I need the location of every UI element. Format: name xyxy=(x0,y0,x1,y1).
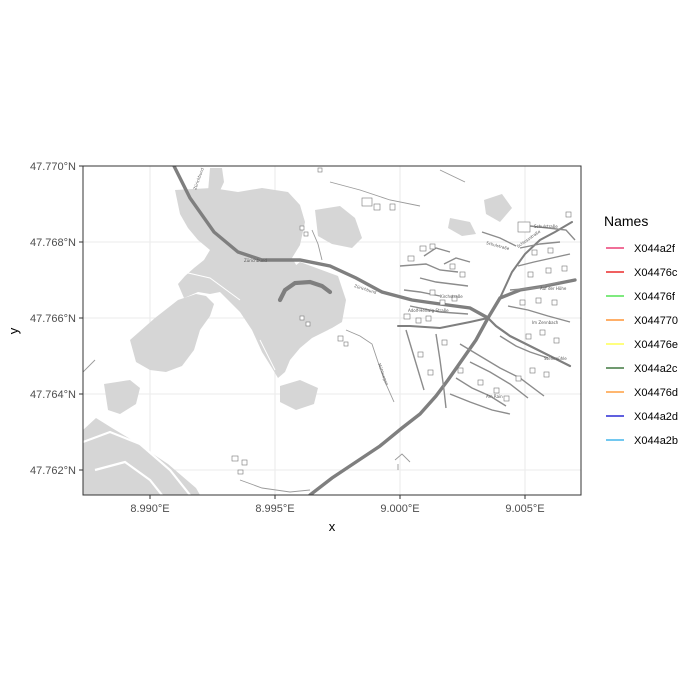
legend-label: X044a2c xyxy=(634,363,678,375)
legend-item: X044a2b xyxy=(606,435,678,447)
svg-text:Adolf-Hellwig-Straße: Adolf-Hellwig-Straße xyxy=(408,308,449,313)
legend-item: X04476f xyxy=(606,291,676,303)
svg-text:Im Zennbach: Im Zennbach xyxy=(532,320,559,325)
legend-item: X044a2f xyxy=(606,243,676,255)
main-roads xyxy=(172,166,577,495)
y-tick-label: 47.768°N xyxy=(30,237,76,249)
x-axis-title: x xyxy=(329,519,336,534)
legend-label: X044a2f xyxy=(634,243,676,255)
svg-text:Zürichbund: Zürichbund xyxy=(244,258,267,263)
panel-border xyxy=(82,165,582,496)
legend-item: X044770 xyxy=(606,315,678,327)
legend-item: X04476d xyxy=(606,387,678,399)
legend-item: X044a2d xyxy=(606,411,678,423)
legend: Names X044a2f X04476c X04476f X044770 X04476… xyxy=(604,213,678,447)
legend-label: X04476d xyxy=(634,387,678,399)
svg-text:Kirchstraße: Kirchstraße xyxy=(440,294,463,299)
legend-item: X04476c xyxy=(606,267,678,279)
x-tick-label: 8.990°E xyxy=(130,503,169,515)
x-tick-label: 9.005°E xyxy=(505,503,544,515)
legend-item: X04476e xyxy=(606,339,678,351)
footpaths xyxy=(83,169,466,493)
x-tick-label: 9.000°E xyxy=(380,503,419,515)
streams xyxy=(83,430,191,495)
axis-ticks xyxy=(79,165,526,499)
legend-title: Names xyxy=(604,213,648,229)
buildings xyxy=(231,167,572,475)
legend-label: X04476c xyxy=(634,267,678,279)
x-tick-label: 8.995°E xyxy=(255,503,294,515)
y-tick-label: 47.764°N xyxy=(30,389,76,401)
map-panel: Zürichbund Zürichbund Adolf-Hellwig-Stra… xyxy=(83,166,581,495)
y-tick-label: 47.766°N xyxy=(30,313,76,325)
legend-label: X044a2b xyxy=(634,435,678,447)
legend-label: X044770 xyxy=(634,315,678,327)
y-tick-labels: 47.770°N 47.768°N 47.766°N 47.764°N 47.7… xyxy=(30,161,76,477)
svg-text:Zürichbund: Zürichbund xyxy=(354,283,378,295)
legend-label: X04476f xyxy=(634,291,676,303)
legend-label: X044a2d xyxy=(634,411,678,423)
y-axis-title: y xyxy=(6,327,21,334)
svg-text:Am Rain: Am Rain xyxy=(486,394,503,399)
legend-entries: X044a2f X04476c X04476f X044770 X04476e X044a… xyxy=(606,243,678,447)
legend-item: X044a2c xyxy=(606,363,678,375)
svg-text:Steinmühle: Steinmühle xyxy=(544,356,567,361)
y-tick-label: 47.770°N xyxy=(30,161,76,173)
x-tick-labels: 8.990°E 8.995°E 9.000°E 9.005°E xyxy=(130,503,544,515)
y-tick-label: 47.762°N xyxy=(30,465,76,477)
legend-label: X04476e xyxy=(634,339,678,351)
forest-paths xyxy=(174,269,276,371)
svg-text:Schulstraße: Schulstraße xyxy=(486,240,511,251)
svg-text:Auf der Höhe: Auf der Höhe xyxy=(540,286,567,291)
svg-text:Schulstraße: Schulstraße xyxy=(534,224,558,229)
